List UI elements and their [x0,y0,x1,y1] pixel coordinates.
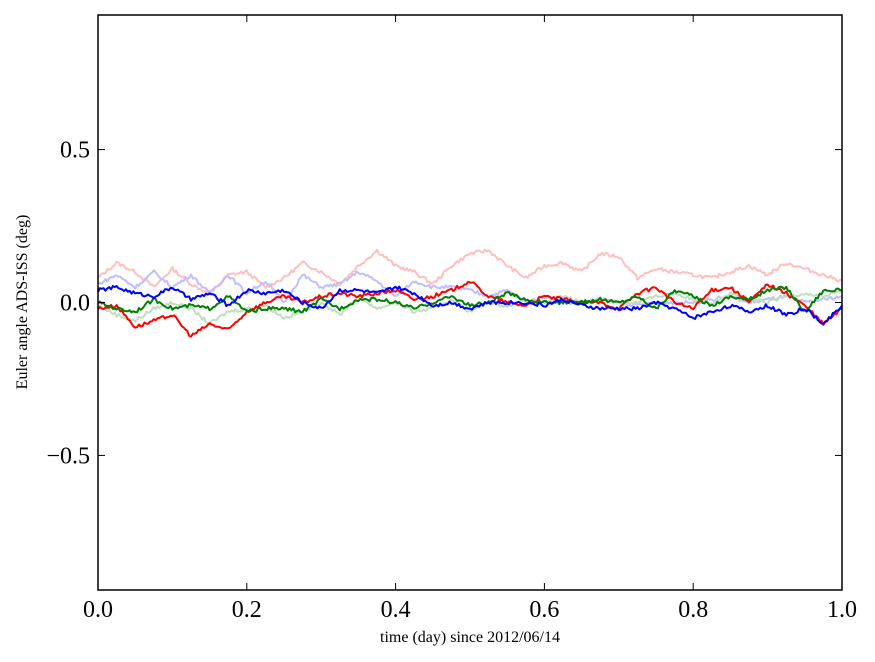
series-layer [97,248,843,338]
plot-frame [97,14,843,591]
x-tick-label: 0.6 [529,597,559,623]
x-tick-label: 0.0 [83,597,113,623]
x-tick-label: 1.0 [827,597,857,623]
series-line-light-blue [97,269,843,308]
x-tick-label: 0.4 [381,597,411,623]
series-line-light-green [97,289,843,326]
series-line-light-red [97,248,843,295]
y-tick-label: 0.5 [60,138,90,164]
x-tick-label: 0.2 [232,597,262,623]
y-axis-label: Euler angle ADS-ISS (deg) [14,215,31,390]
x-axis-label: time (day) since 2012/06/14 [380,629,560,646]
series-line-blue [97,285,843,325]
series-line-red [97,280,843,338]
ticks-layer: 0.0 0.2 0.4 0.6 0.8 1.0 0.5 0.0 −0.5 [46,15,857,623]
x-tick-label: 0.8 [678,597,708,623]
y-tick-label: 0.0 [60,291,90,317]
y-tick-label: −0.5 [46,443,90,469]
